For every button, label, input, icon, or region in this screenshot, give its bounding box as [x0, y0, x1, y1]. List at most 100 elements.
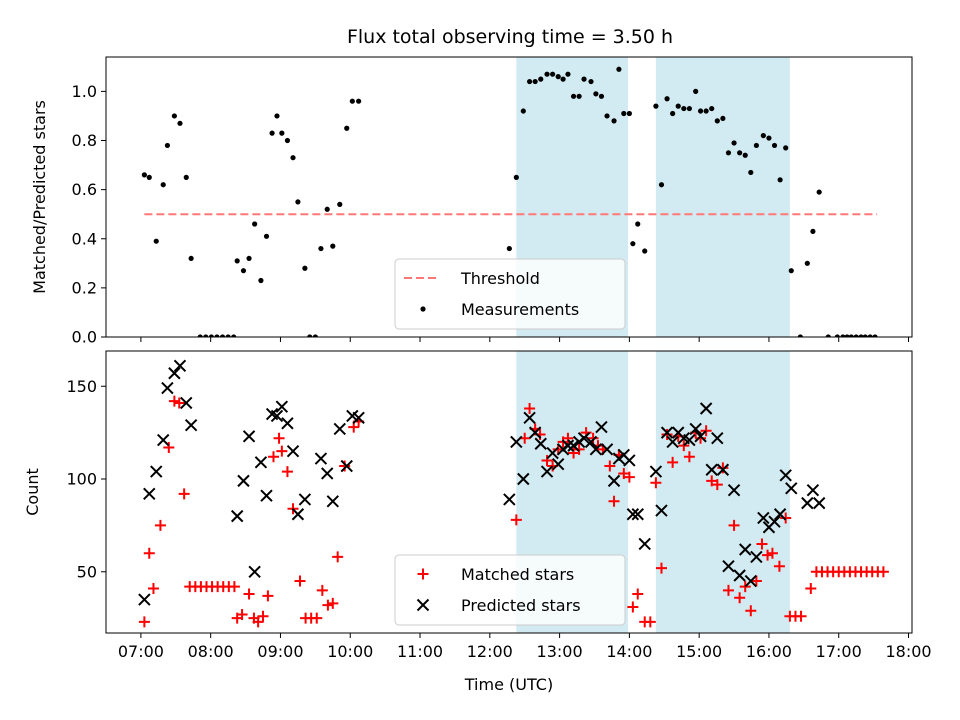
- chart-title: Flux total observing time = 3.50 h: [347, 26, 673, 48]
- data-point: [534, 437, 547, 450]
- data-point: [252, 616, 264, 628]
- data-point: [667, 456, 679, 468]
- data-point: [632, 588, 644, 600]
- data-point: [805, 582, 817, 594]
- data-point: [257, 610, 269, 622]
- data-point: [570, 93, 577, 99]
- data-point: [705, 463, 718, 476]
- data-point: [650, 477, 662, 489]
- data-point: [709, 105, 715, 112]
- data-point: [160, 182, 166, 188]
- x-tick-label: 09:00: [257, 642, 303, 661]
- data-point: [773, 508, 787, 521]
- data-point: [544, 71, 550, 77]
- data-point: [728, 519, 740, 531]
- data-point: [546, 446, 559, 460]
- data-point: [683, 451, 695, 463]
- data-point: [524, 403, 536, 415]
- data-point: [311, 612, 323, 624]
- data-point: [686, 105, 692, 112]
- data-point: [626, 110, 632, 117]
- data-point: [812, 496, 826, 510]
- y-tick-label: 1.0: [72, 82, 97, 101]
- data-point: [154, 519, 166, 531]
- data-point: [178, 488, 190, 500]
- data-point: [750, 575, 762, 587]
- data-point: [330, 243, 336, 249]
- legend-box: [394, 554, 626, 626]
- count-legend: Matched stars Predicted stars: [394, 554, 626, 626]
- data-point: [551, 457, 565, 471]
- data-point: [655, 562, 667, 574]
- data-point: [541, 454, 553, 466]
- data-point: [840, 334, 846, 337]
- data-point: [326, 495, 340, 508]
- data-point: [231, 334, 237, 337]
- data-point: [810, 228, 816, 234]
- data-point: [344, 125, 350, 131]
- data-point: [248, 565, 261, 578]
- x-tick-label: 17:00: [816, 642, 862, 661]
- data-point: [237, 474, 250, 488]
- data-point: [561, 439, 575, 452]
- data-point: [733, 569, 746, 582]
- data-point: [517, 472, 530, 486]
- data-point: [581, 76, 587, 82]
- plot-area: [138, 359, 889, 628]
- data-point: [742, 152, 748, 158]
- data-point: [877, 566, 889, 578]
- data-point: [267, 451, 279, 463]
- data-point: [314, 452, 328, 465]
- data-point: [321, 467, 334, 480]
- data-point: [689, 422, 702, 436]
- data-point: [173, 359, 187, 373]
- data-point: [587, 432, 599, 444]
- data-point: [693, 88, 699, 94]
- data-point: [275, 400, 289, 413]
- data-point: [834, 334, 840, 337]
- data-point: [153, 238, 159, 244]
- data-point: [753, 142, 759, 149]
- data-point: [243, 588, 255, 600]
- data-point: [616, 66, 622, 72]
- data-point: [173, 397, 185, 409]
- data-point: [801, 496, 814, 510]
- data-point: [734, 592, 746, 604]
- data-point: [577, 431, 591, 445]
- x-tick-label: 16:00: [746, 642, 792, 661]
- data-point: [584, 435, 598, 449]
- data-point: [526, 78, 533, 85]
- legend-swatch: [420, 306, 426, 312]
- legend-label: Matched stars: [461, 565, 574, 584]
- data-point: [666, 435, 679, 449]
- data-point: [675, 103, 681, 109]
- data-point: [825, 334, 831, 337]
- data-point: [768, 515, 781, 528]
- data-point: [203, 334, 209, 337]
- data-point: [540, 465, 554, 478]
- data-point: [714, 118, 720, 124]
- data-point: [302, 265, 308, 271]
- x-tick-label: 10:00: [327, 642, 373, 661]
- observing-interval: [655, 351, 790, 633]
- data-point: [853, 334, 859, 337]
- data-point: [635, 221, 641, 227]
- data-point: [234, 258, 240, 264]
- data-point: [727, 483, 741, 497]
- data-point: [630, 241, 636, 247]
- ratio-plot-frame: [105, 56, 913, 338]
- data-point: [349, 98, 355, 104]
- data-point: [806, 483, 820, 497]
- data-point: [623, 454, 636, 467]
- data-point: [872, 334, 878, 337]
- data-point: [600, 443, 614, 456]
- y-tick-label: 100: [66, 470, 97, 489]
- data-point: [184, 419, 198, 432]
- data-point: [725, 150, 732, 156]
- data-point: [513, 174, 519, 180]
- data-point: [528, 426, 542, 439]
- data-point: [538, 76, 544, 82]
- data-point: [660, 426, 674, 439]
- data-point: [214, 334, 220, 337]
